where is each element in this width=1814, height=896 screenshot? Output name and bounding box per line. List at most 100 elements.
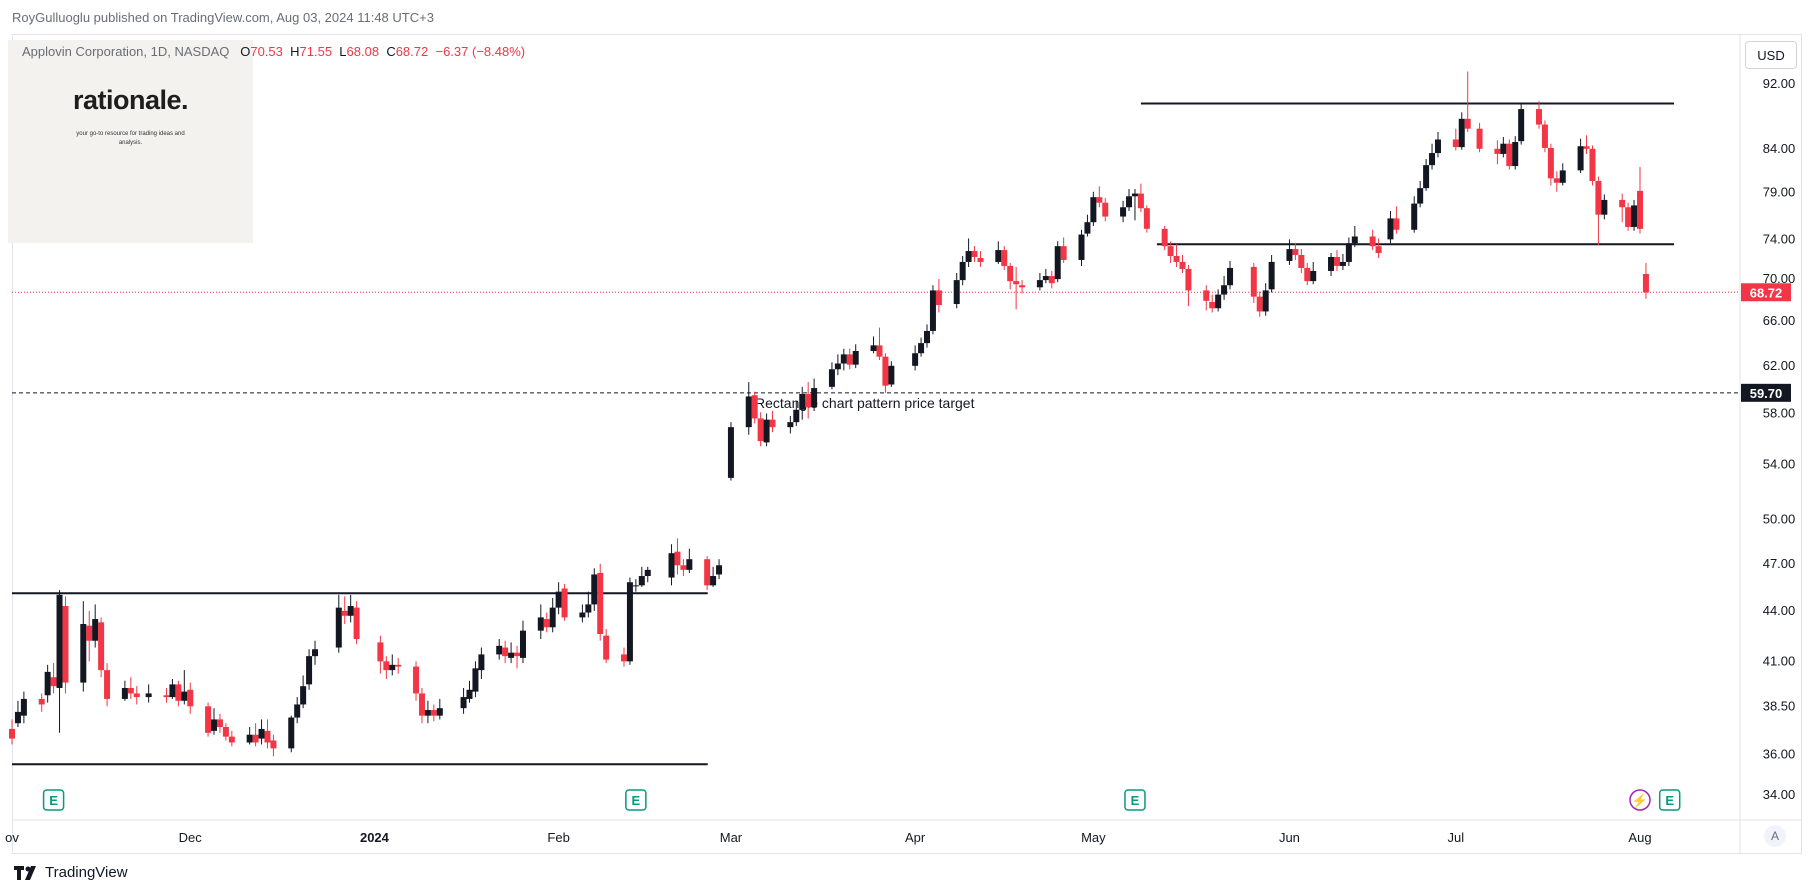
candle-body (1143, 208, 1150, 229)
candle-body (294, 704, 301, 718)
candle-body (603, 635, 610, 660)
candle-body (1595, 180, 1602, 215)
candle-body (514, 652, 521, 657)
low-value: 68.08 (346, 44, 380, 59)
candle-body (852, 350, 859, 365)
candle-body (1535, 109, 1542, 125)
candle-body (163, 695, 170, 698)
candle-body (549, 607, 556, 628)
candle-body (1625, 207, 1632, 227)
candle-body (9, 728, 15, 739)
candle-body (674, 551, 681, 566)
candle-body (1458, 118, 1465, 148)
y-tick-label: 36.00 (1763, 746, 1796, 761)
earnings-event-icon (625, 789, 647, 811)
candle-body (306, 656, 313, 685)
dividend-event-label: ⚡ (1632, 793, 1648, 809)
close-value: 68.72 (395, 44, 429, 59)
symbol-legend[interactable]: Applovin Corporation, 1D, NASDAQ O70.53 … (22, 44, 525, 59)
candle-body (1078, 234, 1085, 260)
y-tick-label: 38.50 (1763, 698, 1796, 713)
y-tick-label: 62.00 (1763, 358, 1796, 373)
candle-body (579, 612, 586, 618)
candle-body (228, 736, 235, 743)
candle-body (870, 345, 877, 351)
x-tick-label: ov (5, 830, 19, 845)
candle-body (704, 559, 711, 586)
candle-body (205, 706, 212, 733)
candle-body (1131, 193, 1138, 197)
candle-body (1577, 146, 1584, 171)
candle-body (424, 710, 431, 716)
candle-body (1583, 146, 1590, 149)
earnings-event-label: E (1131, 793, 1140, 808)
candle-body (1001, 250, 1008, 266)
candle-body (632, 585, 639, 587)
candle-body (971, 251, 978, 257)
candle-body (1494, 148, 1501, 154)
candle-body (418, 693, 425, 716)
candle-body (1423, 165, 1430, 189)
auto-scale-button[interactable]: A (1764, 825, 1786, 847)
candle-body (1084, 222, 1091, 234)
candle-body (508, 652, 515, 658)
x-tick-label: 2024 (360, 830, 390, 845)
candle-body (1637, 190, 1643, 229)
candle-body (1559, 170, 1566, 183)
candle-body (1019, 285, 1026, 288)
candle-body (216, 719, 223, 728)
chart-frame (12, 34, 1802, 854)
candle-body (1304, 267, 1311, 282)
candle-body (828, 369, 835, 387)
candle-body (834, 363, 841, 370)
earnings-event-label: E (632, 793, 641, 808)
high-label: H (290, 44, 300, 59)
currency-button[interactable]: USD (1745, 41, 1797, 69)
candle-body (133, 693, 140, 698)
candle-body (1333, 256, 1340, 266)
candle-body (98, 622, 105, 671)
candle-body (751, 395, 758, 419)
candle-body (846, 354, 853, 365)
candle-body (668, 553, 675, 578)
candle-body (1286, 249, 1293, 261)
candle-body (626, 582, 633, 662)
candle-body (680, 565, 687, 570)
y-tick-label: 50.00 (1763, 512, 1796, 527)
candle-body (1096, 197, 1103, 203)
close-label: C (386, 44, 396, 59)
candle-body (1541, 124, 1548, 148)
candle-body (888, 365, 895, 385)
candle-body (638, 576, 645, 586)
candle-body (222, 727, 229, 737)
candle-body (977, 257, 984, 262)
candle-body (1221, 285, 1228, 295)
candle-body (995, 250, 1002, 262)
candle-body (805, 394, 812, 408)
candle-body (710, 576, 717, 586)
y-tick-label: 70.00 (1763, 271, 1796, 286)
candle-body (840, 354, 847, 364)
footer-brand[interactable]: TradingView (14, 864, 128, 881)
footer-brand-label: TradingView (45, 864, 128, 881)
target-price-tag: 59.70 (1750, 386, 1783, 401)
candle-body (1048, 276, 1055, 284)
candle-body (1042, 276, 1049, 281)
y-tick-label: 47.00 (1763, 556, 1796, 571)
candle-body (555, 591, 562, 608)
candle-body (181, 691, 188, 701)
earnings-event-label: E (1665, 793, 1674, 808)
candle-body (787, 422, 794, 428)
x-tick-label: Apr (905, 830, 926, 845)
candle-body (341, 610, 348, 616)
candle-body (86, 625, 93, 641)
candle-body (597, 572, 604, 634)
candle-body (1476, 128, 1483, 149)
published-by: RoyGulluoglu published on TradingView.co… (12, 10, 434, 25)
candle-body (757, 418, 764, 442)
earnings-event-label: E (49, 793, 58, 808)
candle-body (1328, 256, 1335, 271)
candle-body (80, 623, 87, 683)
open-label: O (240, 44, 251, 59)
